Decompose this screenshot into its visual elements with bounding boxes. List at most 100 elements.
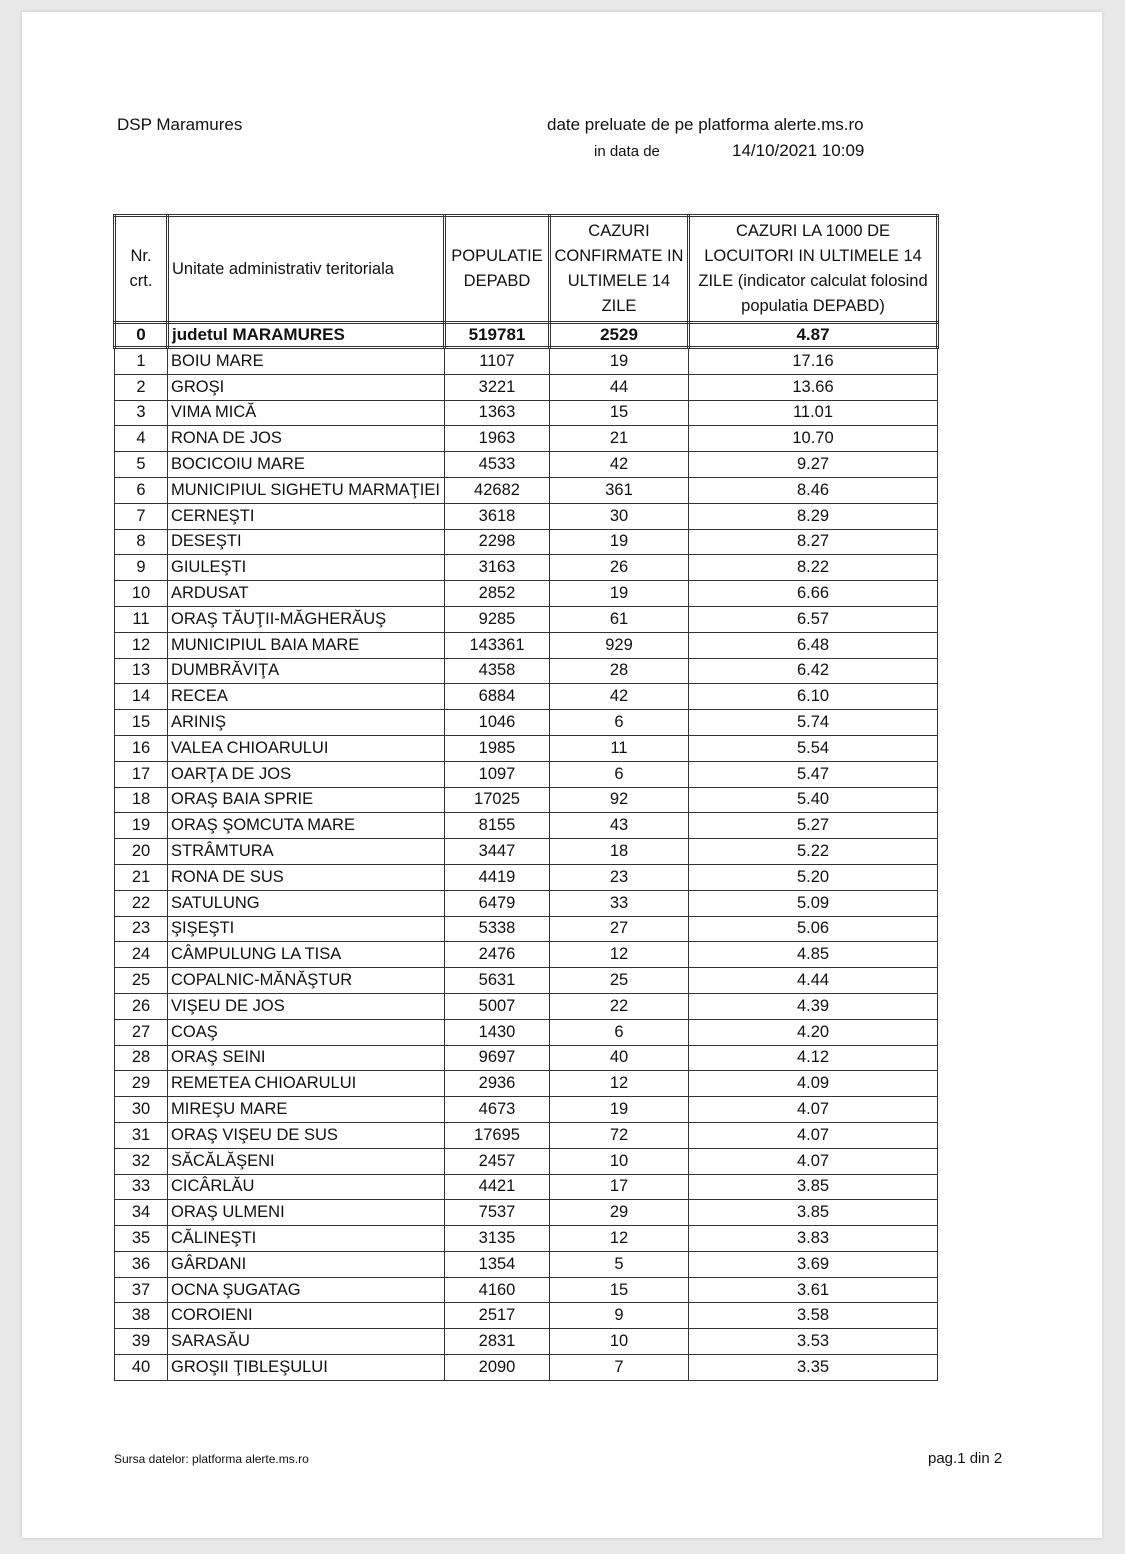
cell: 29 <box>549 1199 689 1227</box>
cell: 11 <box>549 734 689 762</box>
cell: 8.29 <box>688 502 938 530</box>
cell: 6 <box>549 709 689 736</box>
cell: 3.35 <box>688 1354 938 1381</box>
cell: 4 <box>114 425 168 453</box>
cell: 9697 <box>444 1044 550 1072</box>
cell: 61 <box>549 605 689 633</box>
table-row: 13 DUMBRĂVIŢA 4358 28 6.42 <box>114 657 938 685</box>
cell: ORAŞ VIŞEU DE SUS <box>167 1121 445 1149</box>
cell: 29 <box>114 1070 168 1098</box>
cell: 5.20 <box>688 863 938 891</box>
cell: 2517 <box>444 1302 550 1330</box>
organization: DSP Maramures <box>117 115 243 134</box>
cell: 519781 <box>443 321 551 349</box>
cell: 361 <box>549 476 689 504</box>
cell: 3.83 <box>688 1225 938 1252</box>
table-row: 31 ORAŞ VIŞEU DE SUS 17695 72 4.07 <box>114 1121 938 1149</box>
table-row: 16 VALEA CHIOARULUI 1985 11 5.54 <box>114 734 938 762</box>
cell: 6 <box>114 476 168 504</box>
cell: 18 <box>114 786 168 814</box>
cell: 28 <box>549 657 689 685</box>
cell: 21 <box>114 863 168 891</box>
cell: 6.10 <box>688 683 938 711</box>
cell: 5.74 <box>688 709 938 736</box>
cell: 4.20 <box>688 1018 938 1046</box>
cell: 22 <box>549 992 689 1020</box>
table-row: 6 MUNICIPIUL SIGHETU MARMAŢIEI 42682 361 8.4… <box>114 476 938 504</box>
cell: 6.66 <box>688 580 938 607</box>
cell: 2 <box>114 373 168 401</box>
cell: 4358 <box>444 657 550 685</box>
cell: 14 <box>114 683 168 711</box>
cell: COROIENI <box>167 1302 445 1330</box>
cell: 32 <box>114 1147 168 1175</box>
cell: 4421 <box>444 1173 550 1201</box>
cell: VIŞEU DE JOS <box>167 992 445 1020</box>
cell: 6479 <box>444 889 550 917</box>
table-row: 38 COROIENI 2517 9 3.58 <box>114 1302 938 1330</box>
cell: 7 <box>114 502 168 530</box>
cell: ORAŞ ŞOMCUTA MARE <box>167 812 445 840</box>
col-nr: Nr. crt. <box>113 214 169 324</box>
table-row: 40 GROŞII ŢIBLEŞULUI 2090 7 3.35 <box>114 1354 938 1381</box>
cell: 4160 <box>444 1276 550 1304</box>
cell: SĂCĂLĂŞENI <box>167 1147 445 1175</box>
cell: 7537 <box>444 1199 550 1227</box>
cell: 19 <box>114 812 168 840</box>
col-cases: CAZURI CONFIRMATE IN ULTIMELE 14 ZILE <box>548 214 690 324</box>
cell: 2852 <box>444 580 550 607</box>
cell: 26 <box>549 554 689 582</box>
cell: 4.44 <box>688 967 938 994</box>
cell: 28 <box>114 1044 168 1072</box>
cell: CICÂRLĂU <box>167 1173 445 1201</box>
cell: 1430 <box>444 1018 550 1046</box>
data-table: Nr. crt. Unitate administrativ teritoria… <box>113 214 939 1381</box>
cell: GROŞII ŢIBLEŞULUI <box>167 1354 445 1381</box>
cell: OARŢA DE JOS <box>167 760 445 788</box>
cell: 8.27 <box>688 528 938 556</box>
cell: 24 <box>114 941 168 969</box>
cell: ŞIŞEŞTI <box>167 915 445 943</box>
cell: 33 <box>114 1173 168 1201</box>
cell: ARINIŞ <box>167 709 445 736</box>
cell: CĂLINEŞTI <box>167 1225 445 1252</box>
cell: 17 <box>114 760 168 788</box>
cell: 9285 <box>444 605 550 633</box>
cell: MUNICIPIUL SIGHETU MARMAŢIEI <box>167 476 445 504</box>
cell: 1963 <box>444 425 550 453</box>
table-row: 27 COAŞ 1430 6 4.20 <box>114 1018 938 1046</box>
cell: 42 <box>549 683 689 711</box>
cell: VALEA CHIOARULUI <box>167 734 445 762</box>
table-row: 18 ORAŞ BAIA SPRIE 17025 92 5.40 <box>114 786 938 814</box>
cell: 12 <box>549 1070 689 1098</box>
cell: 8.22 <box>688 554 938 582</box>
cell: 18 <box>549 838 689 865</box>
table-row: 35 CĂLINEŞTI 3135 12 3.83 <box>114 1225 938 1252</box>
cell: 4.39 <box>688 992 938 1020</box>
col-unit: Unitate administrativ teritoriala <box>166 214 446 324</box>
footer-source: Sursa datelor: platforma alerte.ms.ro <box>114 1452 309 1466</box>
cell: 3.53 <box>688 1328 938 1356</box>
cell: GIULEŞTI <box>167 554 445 582</box>
cell: REMETEA CHIOARULUI <box>167 1070 445 1098</box>
cell: 92 <box>549 786 689 814</box>
cell: 6.42 <box>688 657 938 685</box>
cell: 22 <box>114 889 168 917</box>
table-row: 21 RONA DE SUS 4419 23 5.20 <box>114 863 938 891</box>
cell: 4533 <box>444 451 550 478</box>
date-label: in data de <box>594 143 660 160</box>
table-row: 23 ŞIŞEŞTI 5338 27 5.06 <box>114 915 938 943</box>
cell: 19 <box>549 1096 689 1123</box>
cell: ORAŞ ULMENI <box>167 1199 445 1227</box>
table-row: 1 BOIU MARE 1107 19 17.16 <box>114 347 938 375</box>
cell: BOIU MARE <box>167 347 445 375</box>
cell: 5.47 <box>688 760 938 788</box>
cell: 6 <box>549 1018 689 1046</box>
cell: 3.58 <box>688 1302 938 1330</box>
cell: 10 <box>549 1328 689 1356</box>
cell: 5.09 <box>688 889 938 917</box>
cell: 27 <box>549 915 689 943</box>
cell: 37 <box>114 1276 168 1304</box>
cell: 36 <box>114 1250 168 1278</box>
cell: ORAŞ BAIA SPRIE <box>167 786 445 814</box>
